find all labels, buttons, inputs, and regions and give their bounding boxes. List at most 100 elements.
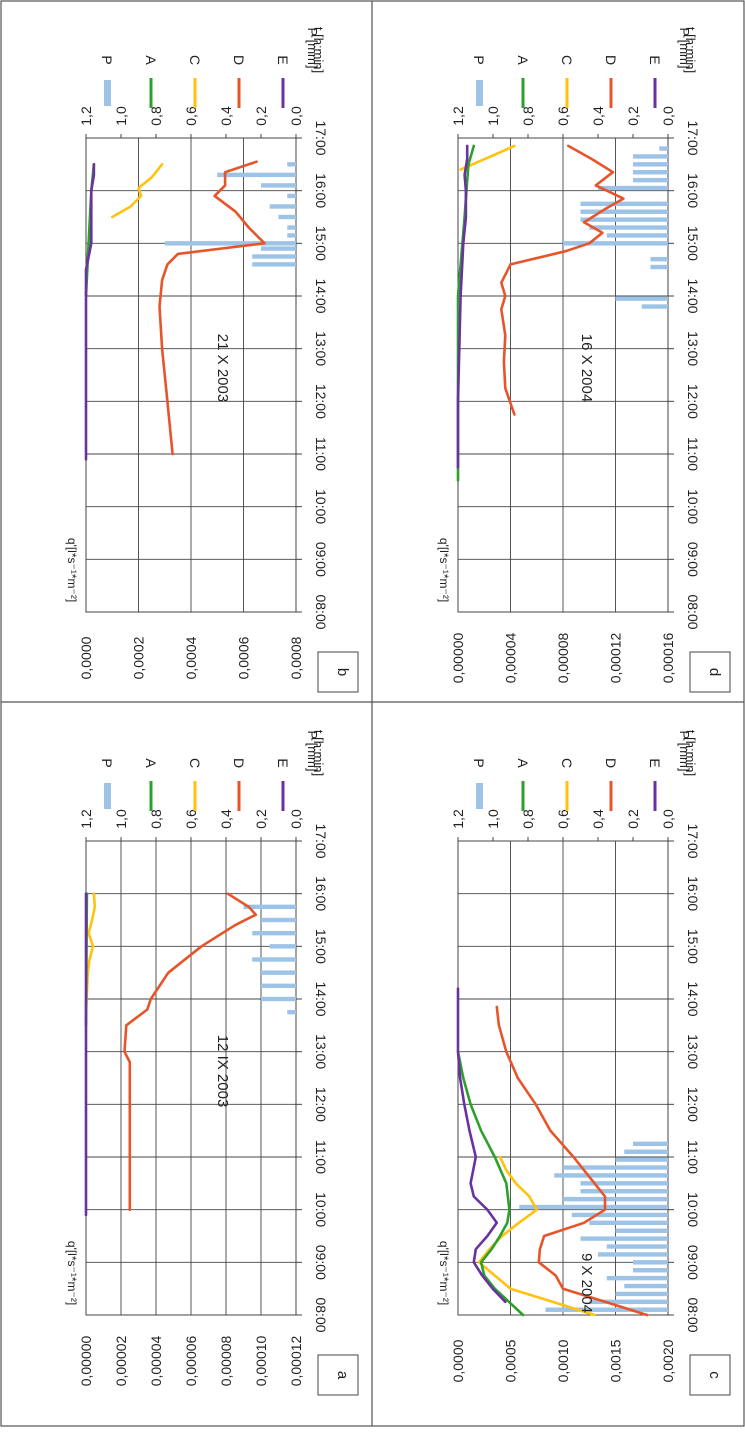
y2-tick-label: 0,8 [520, 809, 536, 829]
y2-tick-label: 0,4 [218, 809, 234, 829]
y2-tick-label: 1,2 [450, 106, 466, 126]
bar-P [606, 1275, 668, 1281]
legend-label-C: C [559, 758, 575, 768]
x-tick-label: 12:00 [685, 384, 701, 419]
bar-P [615, 1291, 668, 1297]
legend-label-D: D [231, 758, 247, 768]
y2-tick-label: 0,4 [590, 809, 606, 829]
legend-label-C: C [187, 55, 203, 65]
bar-P [624, 1283, 668, 1289]
bar-P [269, 204, 296, 209]
x-tick-label: 16:00 [685, 876, 701, 911]
x-tick-label: 17:00 [685, 120, 701, 155]
bar-P [589, 1220, 668, 1226]
y2-tick-label: 0,0 [660, 106, 676, 126]
y-tick-label: 0,0008 [288, 636, 304, 679]
y2-tick-label: 0,6 [183, 809, 199, 829]
x-tick-label: 17:00 [313, 120, 329, 155]
x-tick-label: 16:00 [685, 173, 701, 208]
y2-tick-label: 0,2 [253, 106, 269, 126]
bar-P [580, 1181, 668, 1186]
x-axis-label: t [h:min] [683, 27, 698, 73]
bar-P [633, 154, 668, 159]
x-tick-label: 13:00 [685, 1034, 701, 1069]
panel-letter: a [334, 1371, 351, 1380]
x-tick-label: 14:00 [685, 981, 701, 1016]
x-tick-label: 08:00 [685, 1297, 701, 1332]
chart-panel-a: 0,00000 0,00002 0,00004 0,00006 0,00008 0,000… [65, 730, 359, 1396]
bar-P [633, 1260, 668, 1265]
x-tick-label: 12:00 [313, 384, 329, 419]
y-tick-label: 0,0015 [608, 1339, 624, 1382]
y-tick-label: 0,0002 [131, 636, 147, 679]
chart-panel-c: 0,0000 0,0005 0,0010 0,0015 0,0020 08:00 09:00… [437, 730, 731, 1396]
bar-P [252, 957, 296, 962]
legend-label-E: E [647, 758, 663, 767]
y-tick-label: 0,0020 [660, 1339, 676, 1382]
bar-P [261, 996, 296, 1002]
y2-axis-label: P [mm] [305, 731, 320, 772]
bar-P [261, 970, 296, 975]
series-line-E [84, 163, 96, 461]
y2-tick-label: 0,6 [183, 106, 199, 126]
x-tick-label: 11:00 [313, 1140, 329, 1174]
x-axis-label: t [h:min] [683, 730, 698, 776]
y-tick-label: 0,00012 [288, 1335, 304, 1386]
y-tick-label: 0,0006 [236, 636, 252, 679]
bar-P [589, 1299, 668, 1305]
bar-P [217, 172, 296, 178]
x-tick-label: 11:00 [313, 437, 329, 471]
bar-P [580, 217, 668, 222]
bar-P [633, 177, 668, 183]
bar-P [243, 904, 296, 910]
bar-P [598, 185, 668, 191]
panel-letter-box [689, 651, 731, 693]
bar-P [164, 241, 296, 246]
series-line-D [123, 892, 258, 1212]
legend-label-A: A [515, 55, 531, 65]
series-line-C [459, 144, 516, 171]
y-axis-label: q'[l*s⁻¹*m⁻²] [437, 1241, 451, 1305]
x-tick-label: 14:00 [313, 981, 329, 1016]
y-tick-label: 0,00004 [503, 632, 519, 683]
series-line-C [477, 1155, 596, 1317]
series-line-D [495, 1005, 649, 1317]
legend-swatch-P [476, 80, 483, 106]
y2-tick-label: 0,8 [520, 106, 536, 126]
x-tick-label: 08:00 [313, 1297, 329, 1332]
y2-axis-label: P [mm] [677, 731, 692, 772]
x-tick-label: 09:00 [685, 1245, 701, 1280]
bar-P [287, 233, 296, 238]
bar-P [545, 1307, 668, 1312]
y2-tick-label: 1,0 [113, 809, 129, 829]
y2-tick-label: 0,0 [660, 809, 676, 829]
panel-letter: b [334, 668, 351, 676]
y-tick-label: 0,0000 [450, 1339, 466, 1382]
x-tick-label: 17:00 [685, 823, 701, 858]
legend-label-E: E [275, 758, 291, 767]
y-tick-label: 0,0004 [183, 636, 199, 679]
bar-P [650, 264, 668, 270]
series-line-C [111, 163, 164, 219]
y2-tick-label: 0,0 [288, 809, 304, 829]
y-tick-label: 0,00000 [450, 632, 466, 683]
bar-P [563, 1196, 668, 1202]
y2-tick-label: 0,6 [555, 809, 571, 829]
x-tick-label: 10:00 [685, 1192, 701, 1227]
bar-P [606, 233, 668, 238]
bar-P [615, 1228, 668, 1233]
bar-P [261, 983, 296, 989]
bar-P [261, 183, 296, 188]
x-tick-label: 09:00 [313, 542, 329, 577]
x-tick-label: 09:00 [313, 1245, 329, 1280]
y2-tick-label: 0,4 [590, 106, 606, 126]
legend-label-P: P [99, 55, 115, 64]
x-tick-label: 13:00 [685, 331, 701, 366]
legend-label-A: A [143, 758, 159, 768]
bar-P [278, 214, 296, 220]
y-tick-label: 0,00000 [78, 1335, 94, 1386]
x-tick-label: 16:00 [313, 876, 329, 911]
bar-P [580, 1236, 668, 1241]
x-tick-label: 15:00 [313, 929, 329, 964]
